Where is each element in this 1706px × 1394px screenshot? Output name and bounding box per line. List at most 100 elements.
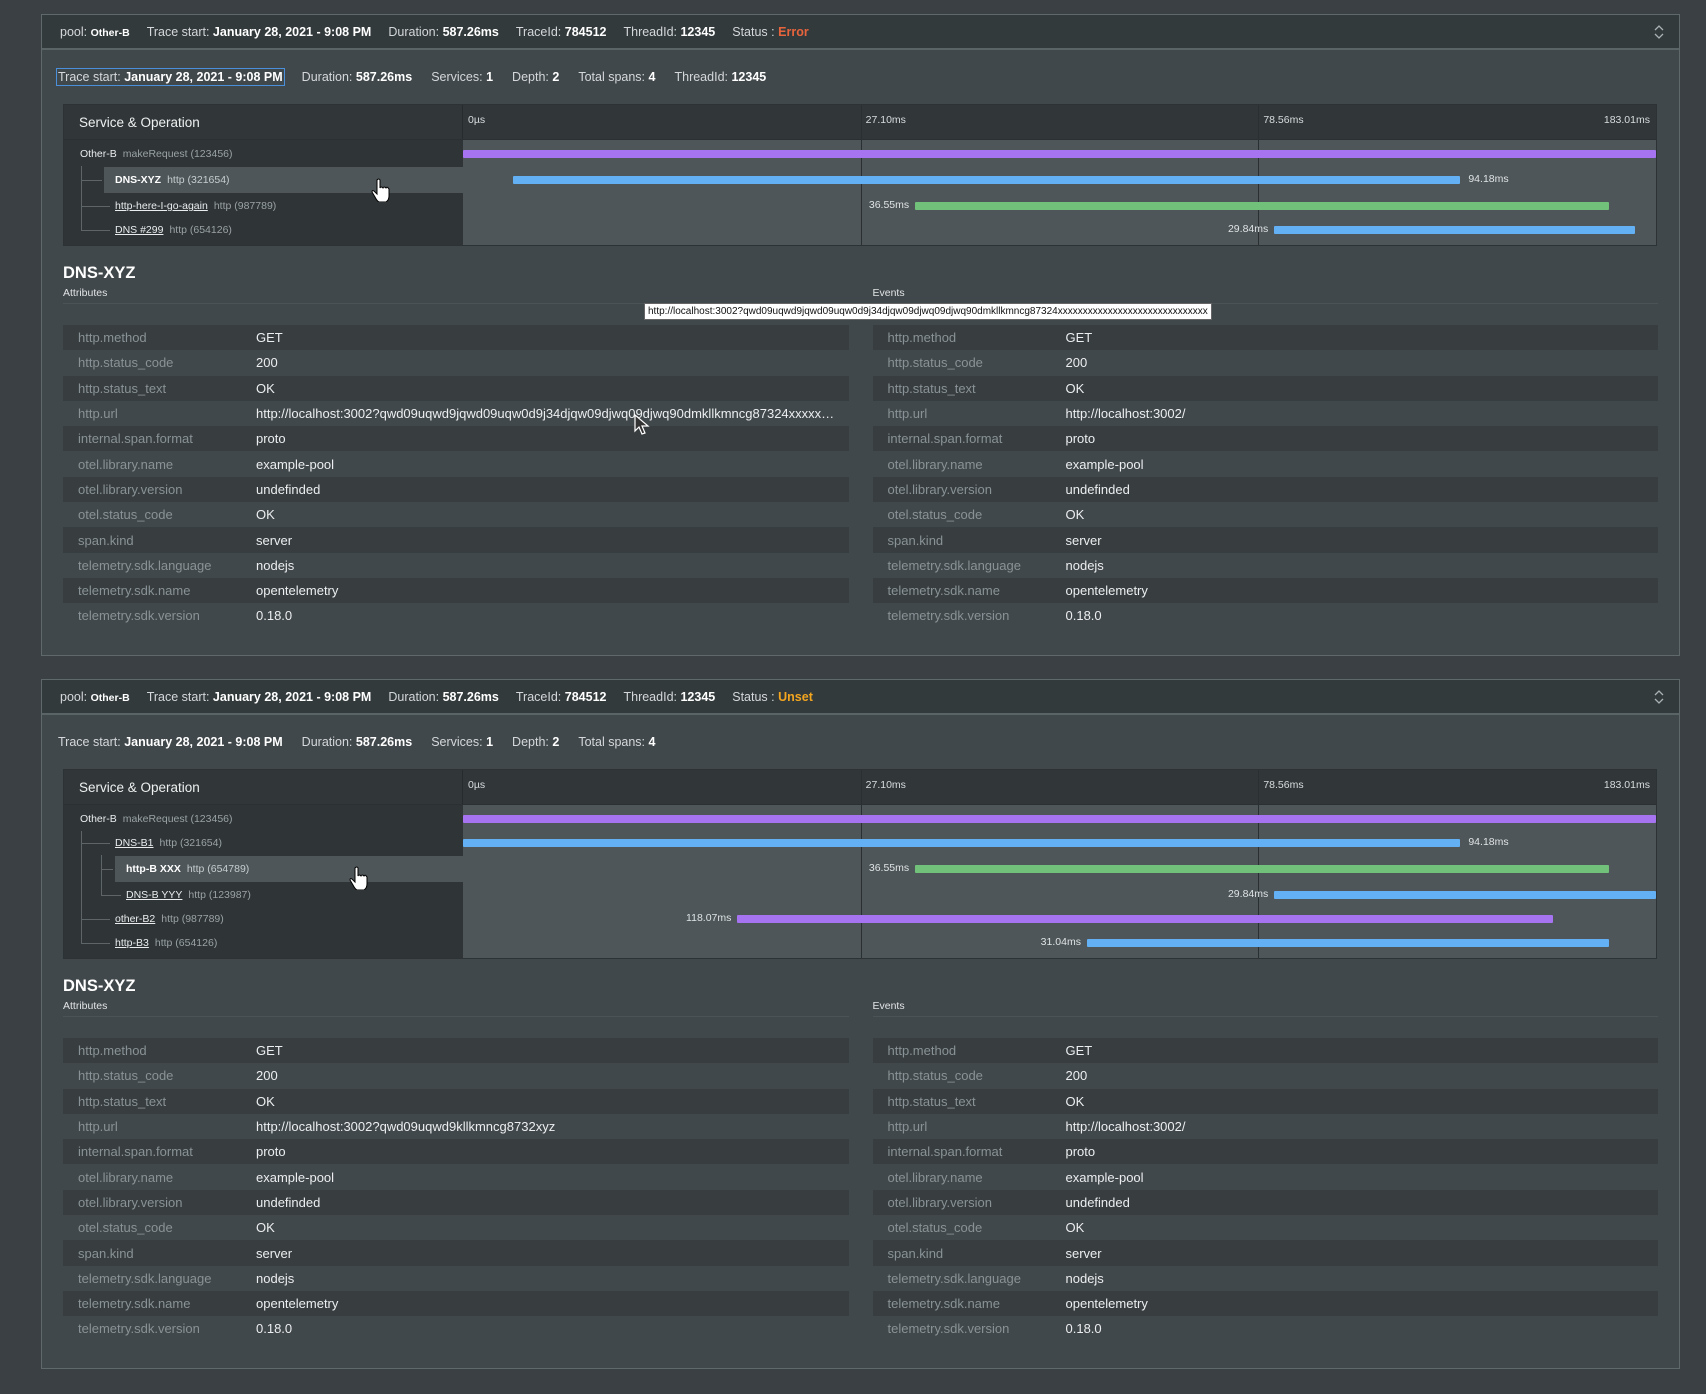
- tick-label: 78.56ms: [1263, 114, 1304, 126]
- status-label: Status :: [732, 689, 775, 704]
- span-service-link[interactable]: Other-B: [80, 813, 117, 825]
- attributes-section: Attributes http.method GET http.status_code…: [63, 284, 849, 629]
- span-service-link[interactable]: DNS #299: [115, 224, 164, 236]
- key: telemetry.sdk.language: [887, 1270, 1021, 1286]
- panel-header[interactable]: pool: Other-B Trace start: January 28, 20…: [42, 15, 1679, 50]
- span-row[interactable]: DNS-B1 http (321654): [64, 831, 463, 855]
- expand-collapse-icon[interactable]: [1653, 688, 1665, 706]
- span-row[interactable]: DNS-B YYY http (123987): [64, 883, 463, 907]
- key: telemetry.sdk.name: [887, 1296, 1000, 1312]
- span-bar[interactable]: [513, 176, 1461, 184]
- value: opentelemetry: [256, 583, 339, 599]
- expand-collapse-icon[interactable]: [1653, 23, 1665, 41]
- tick-gridline: [1258, 770, 1260, 804]
- value: nodejs: [256, 1270, 295, 1286]
- key: telemetry.sdk.version: [887, 1321, 1010, 1337]
- summary-label: Total spans:: [578, 735, 646, 749]
- event-row: http.status_text OK: [872, 1088, 1658, 1114]
- span-service-link[interactable]: DNS-B1: [115, 837, 154, 849]
- key: span.kind: [887, 532, 944, 548]
- attribute-row: otel.status_code OK: [63, 1215, 849, 1240]
- span-service-link[interactable]: Other-B: [80, 148, 117, 160]
- value: server: [1065, 1245, 1102, 1261]
- span-row[interactable]: Other-B makeRequest (123456): [64, 807, 463, 831]
- summary-label: Duration:: [301, 735, 353, 749]
- key: internal.span.format: [887, 431, 1003, 447]
- timeline-ticks: 0µs 27.10ms 78.56ms 183.01ms: [463, 770, 1656, 804]
- summary-value: 2: [552, 735, 560, 749]
- value: 200: [1065, 1068, 1088, 1084]
- span-bar[interactable]: [737, 915, 1554, 923]
- service-operation-header: Service & Operation: [64, 105, 463, 139]
- span-service-link[interactable]: DNS-XYZ: [115, 174, 162, 186]
- thread-id-value: 12345: [680, 689, 716, 704]
- span-bar[interactable]: [1086, 939, 1610, 947]
- span-bar[interactable]: [1274, 891, 1656, 899]
- span-bar[interactable]: [915, 202, 1610, 210]
- summary-value: 2: [552, 70, 560, 84]
- events-table: http.method GET http.status_code 200 http.st…: [872, 325, 1659, 629]
- value: http://localhost:3002/: [1065, 406, 1186, 422]
- event-row: otel.status_code OK: [873, 1215, 1659, 1240]
- tick-label: 0µs: [468, 779, 486, 791]
- event-row: telemetry.sdk.version 0.18.0: [873, 603, 1659, 628]
- attributes-heading: Attributes: [63, 997, 849, 1017]
- span-row[interactable]: http-B3 http (654126): [64, 931, 463, 955]
- trace-timeline: Service & Operation 0µs 27.10ms 78.56ms 183.…: [63, 104, 1657, 246]
- event-row: http.status_text OK: [872, 375, 1658, 401]
- span-bar[interactable]: [463, 815, 1656, 823]
- attribute-row: otel.status_code OK: [63, 502, 849, 527]
- tree-line: [81, 843, 110, 844]
- span-row[interactable]: DNS-XYZ http (321654): [64, 166, 465, 194]
- span-service-link[interactable]: http-B XXX: [126, 863, 181, 875]
- span-service-link[interactable]: http-B3: [115, 937, 149, 949]
- value: nodejs: [1065, 557, 1104, 573]
- span-service-link[interactable]: http-here-I-go-again: [115, 200, 208, 212]
- tick-gridline: [1258, 140, 1260, 245]
- span-bar[interactable]: [915, 865, 1610, 873]
- span-details: DNS-XYZ Attributes http.method GET http.stat…: [63, 975, 1658, 1342]
- key: otel.library.name: [887, 1169, 983, 1185]
- span-row[interactable]: DNS #299 http (654126): [64, 218, 463, 242]
- hand-cursor-icon: [371, 178, 390, 202]
- span-row[interactable]: Other-B makeRequest (123456): [64, 142, 463, 166]
- timeline-header: Service & Operation 0µs 27.10ms 78.56ms 183.…: [64, 105, 1656, 140]
- tick-gridline: [1258, 105, 1260, 139]
- summary-value: 587.26ms: [355, 70, 413, 84]
- value: example-pool: [256, 456, 335, 472]
- tick-gridline: [860, 805, 862, 958]
- key: http.status_text: [78, 380, 167, 396]
- span-bar[interactable]: [1274, 226, 1635, 234]
- span-service-link[interactable]: DNS-B YYY: [126, 889, 183, 901]
- value: nodejs: [1065, 1270, 1104, 1286]
- key: internal.span.format: [887, 1144, 1003, 1160]
- value: OK: [1065, 1220, 1085, 1236]
- span-operation: http (654789): [186, 863, 250, 875]
- tick-gridline: [860, 140, 862, 245]
- key: otel.status_code: [78, 1220, 173, 1236]
- summary-label: ThreadId:: [674, 70, 728, 84]
- span-bar[interactable]: [463, 839, 1461, 847]
- summary-item: Depth: 2: [511, 734, 560, 750]
- span-row[interactable]: http-B XXX http (654789): [64, 855, 465, 883]
- span-row[interactable]: http-here-I-go-again http (987789): [64, 194, 463, 218]
- span-bar[interactable]: [463, 150, 1656, 158]
- summary-item: Trace start: January 28, 2021 - 9:08 PM: [56, 68, 285, 86]
- status-value: Error: [778, 24, 809, 39]
- span-service-link[interactable]: other-B2: [115, 913, 156, 925]
- span-duration-label: 29.84ms: [1227, 223, 1269, 235]
- value: proto: [1065, 431, 1096, 447]
- value: OK: [256, 1220, 275, 1236]
- summary-value: January 28, 2021 - 9:08 PM: [124, 735, 283, 749]
- panel-header[interactable]: pool: Other-B Trace start: January 28, 20…: [42, 680, 1679, 715]
- key: span.kind: [78, 1245, 134, 1261]
- tree-line: [81, 931, 82, 943]
- key: telemetry.sdk.version: [78, 608, 200, 624]
- details-columns: Attributes http.method GET http.status_code…: [63, 284, 1658, 629]
- value: undefinded: [1065, 1194, 1130, 1210]
- tree-line: [81, 180, 102, 181]
- key: otel.library.version: [887, 1194, 993, 1210]
- value: 0.18.0: [1065, 1321, 1102, 1337]
- event-row: http.url http://localhost:3002/: [873, 401, 1659, 426]
- span-row[interactable]: other-B2 http (987789): [64, 907, 463, 931]
